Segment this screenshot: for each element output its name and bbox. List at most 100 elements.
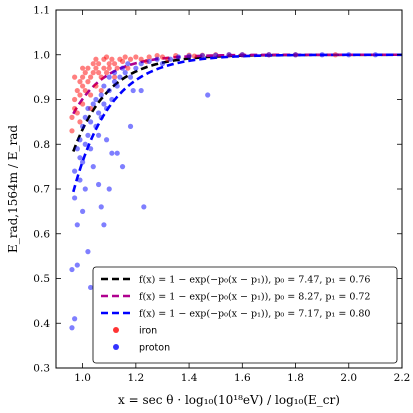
legend: f(x) = 1 − exp(−p₀(x − p₁)), p₀ = 7.47, … (92, 266, 398, 364)
proton-point (127, 123, 134, 129)
data-points-group (69, 52, 378, 331)
iron-point (159, 54, 166, 60)
iron-point (111, 61, 118, 67)
proton-point (199, 53, 205, 59)
proton-point (319, 52, 325, 58)
proton-point (138, 61, 144, 67)
legend-fit-label-1: f(x) = 1 − exp(−p₀(x − p₁)), p₀ = 7.47, … (139, 275, 370, 286)
proton-point (186, 53, 192, 59)
iron-point (69, 114, 75, 120)
proton-point (119, 164, 126, 170)
proton-point (103, 137, 110, 143)
proton-point (95, 132, 102, 138)
iron-point (133, 54, 139, 60)
legend-box (92, 266, 398, 364)
proton-point (77, 137, 83, 143)
proton-point (117, 74, 123, 80)
x-tick-label: 1.0 (74, 372, 91, 384)
proton-point (106, 87, 112, 94)
proton-point (95, 110, 102, 116)
proton-point (90, 164, 96, 170)
iron-point (119, 58, 126, 65)
proton-point (226, 52, 232, 58)
proton-point (239, 52, 245, 58)
fit-curve-3 (72, 53, 402, 193)
iron-point (77, 119, 83, 125)
x-tick-label: 2.0 (340, 372, 357, 384)
iron-point (72, 74, 78, 80)
proton-point (82, 114, 88, 120)
iron-point (93, 65, 99, 71)
proton-point (205, 92, 211, 98)
proton-point (109, 96, 115, 103)
axis-titles-group: x = sec θ · log₁₀(10¹⁸eV) / log₁₀(E_cr) … (6, 125, 340, 407)
proton-point (372, 52, 378, 58)
legend-marker-proton (113, 344, 119, 350)
proton-point (74, 146, 80, 152)
legend-label-proton: proton (139, 343, 170, 354)
iron-point (85, 65, 91, 71)
y-tick-label: 0.6 (33, 228, 50, 240)
proton-point (77, 155, 83, 161)
proton-point (111, 79, 118, 85)
iron-point (82, 87, 88, 94)
iron-point (95, 70, 102, 76)
iron-point (80, 101, 86, 107)
iron-point (77, 92, 83, 98)
iron-point (80, 74, 86, 80)
iron-point (90, 61, 96, 67)
proton-point (80, 123, 86, 129)
iron-point (98, 87, 104, 94)
proton-point (74, 262, 80, 268)
y-tick-label: 0.9 (33, 94, 50, 106)
proton-point (154, 56, 160, 62)
proton-point (109, 150, 115, 156)
y-tick-label: 0.3 (33, 363, 50, 375)
proton-point (98, 92, 104, 98)
x-tick-label: 1.2 (127, 372, 144, 384)
proton-point (69, 266, 75, 273)
iron-point (88, 74, 94, 80)
proton-point (88, 119, 94, 125)
iron-point (90, 70, 96, 76)
iron-point (125, 65, 131, 71)
iron-point (93, 83, 99, 89)
proton-point (69, 325, 75, 331)
x-tick-label: 1.6 (234, 372, 251, 384)
proton-point (101, 101, 107, 107)
proton-point (138, 87, 144, 94)
iron-point (101, 65, 107, 71)
iron-point (98, 74, 104, 80)
legend-fit-label-2: f(x) = 1 − exp(−p₀(x − p₁)), p₀ = 8.27, … (139, 292, 370, 303)
iron-point (85, 79, 91, 85)
proton-point (85, 105, 91, 112)
iron-point (103, 70, 110, 76)
proton-point (72, 195, 78, 201)
iron-point (80, 83, 86, 89)
proton-point (146, 58, 152, 65)
proton-point (93, 96, 99, 103)
x-tick-label: 1.4 (181, 372, 198, 384)
proton-point (90, 101, 96, 107)
proton-point (80, 159, 86, 165)
iron-point (88, 92, 94, 98)
legend-marker-iron (113, 327, 119, 333)
y-tick-label: 0.5 (33, 273, 50, 285)
iron-point (106, 65, 112, 71)
iron-point (122, 54, 128, 60)
proton-point (111, 70, 118, 76)
y-tick-label: 0.8 (33, 139, 50, 151)
iron-point (138, 56, 144, 62)
proton-point (98, 204, 104, 210)
proton-point (133, 65, 139, 71)
y-axis-title: E_rad,1564m / E_rad (6, 125, 20, 253)
x-axis-title: x = sec θ · log₁₀(10¹⁸eV) / log₁₀(E_cr) (118, 393, 340, 407)
proton-point (159, 61, 166, 67)
iron-point (72, 105, 78, 112)
proton-point (72, 168, 78, 174)
y-tick-label: 1.0 (33, 49, 50, 61)
proton-point (77, 177, 83, 183)
proton-point (101, 222, 107, 228)
proton-point (72, 316, 78, 322)
